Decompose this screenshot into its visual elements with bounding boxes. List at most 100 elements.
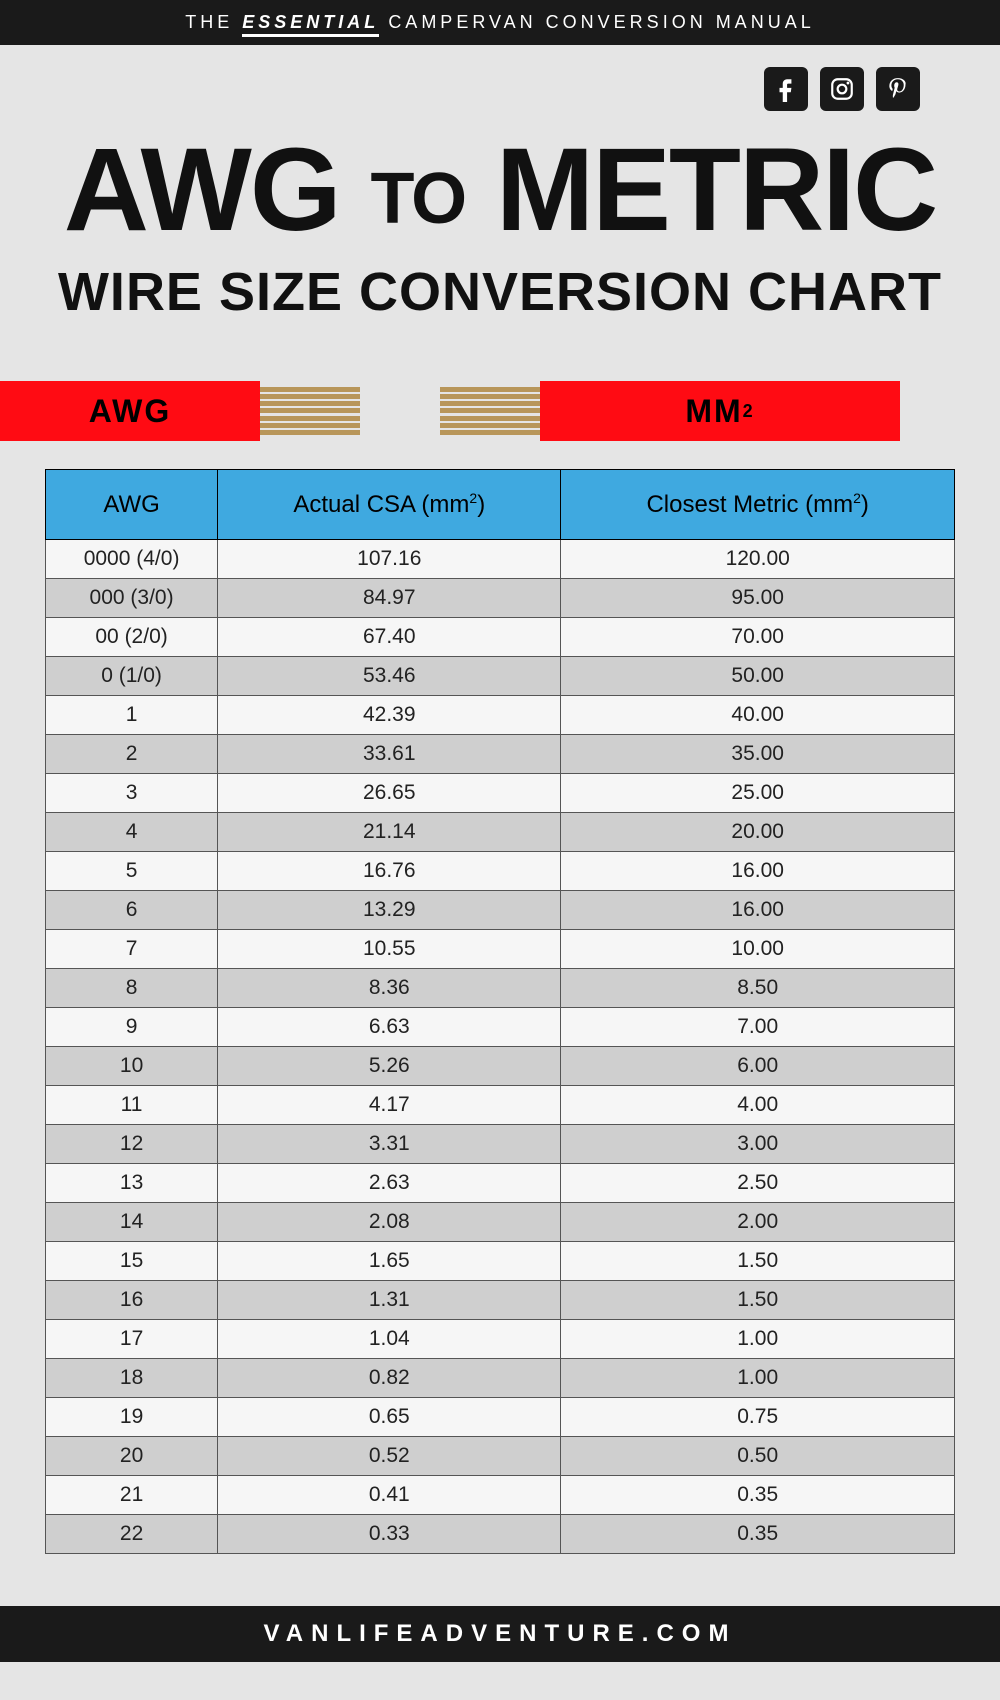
table-cell: 50.00 [561,657,955,696]
table-cell: 20.00 [561,813,955,852]
table-row: 220.330.35 [46,1515,955,1554]
table-cell: 16 [46,1281,218,1320]
table-cell: 11 [46,1086,218,1125]
pinterest-icon[interactable] [876,67,920,111]
table-cell: 7.00 [561,1008,955,1047]
table-row: 114.174.00 [46,1086,955,1125]
table-cell: 16.00 [561,891,955,930]
table-row: 00 (2/0)67.4070.00 [46,618,955,657]
conversion-table-wrap: AWGActual CSA (mm2)Closest Metric (mm2) … [0,469,1000,1554]
instagram-icon[interactable] [820,67,864,111]
table-row: 613.2916.00 [46,891,955,930]
table-cell: 0.75 [561,1398,955,1437]
table-cell: 1.04 [218,1320,561,1359]
table-cell: 0.65 [218,1398,561,1437]
table-cell: 20 [46,1437,218,1476]
wire-left-strands [260,381,360,441]
table-row: 0000 (4/0)107.16120.00 [46,540,955,579]
table-cell: 19 [46,1398,218,1437]
table-cell: 14 [46,1203,218,1242]
wire-right-label: MM2 [540,381,900,441]
table-header-row: AWGActual CSA (mm2)Closest Metric (mm2) [46,470,955,540]
table-cell: 18 [46,1359,218,1398]
table-cell: 107.16 [218,540,561,579]
table-cell: 8.36 [218,969,561,1008]
table-cell: 6.00 [561,1047,955,1086]
table-cell: 2 [46,735,218,774]
table-cell: 1.50 [561,1242,955,1281]
table-cell: 6.63 [218,1008,561,1047]
table-cell: 8 [46,969,218,1008]
table-row: 151.651.50 [46,1242,955,1281]
table-cell: 40.00 [561,696,955,735]
wire-right-sup: 2 [743,401,755,422]
wire-right-strands [440,381,540,441]
table-cell: 0.52 [218,1437,561,1476]
table-cell: 1.50 [561,1281,955,1320]
table-row: 0 (1/0)53.4650.00 [46,657,955,696]
wire-gap [360,381,440,441]
table-cell: 3.31 [218,1125,561,1164]
table-cell: 0.33 [218,1515,561,1554]
top-essential: ESSENTIAL [242,12,379,37]
table-cell: 33.61 [218,735,561,774]
table-cell: 35.00 [561,735,955,774]
table-cell: 1.65 [218,1242,561,1281]
table-cell: 13.29 [218,891,561,930]
table-row: 233.6135.00 [46,735,955,774]
table-cell: 16.00 [561,852,955,891]
table-cell: 2.63 [218,1164,561,1203]
wire-left-label: AWG [0,381,260,441]
table-cell: 42.39 [218,696,561,735]
table-row: 000 (3/0)84.9795.00 [46,579,955,618]
table-row: 132.632.50 [46,1164,955,1203]
table-cell: 0.35 [561,1515,955,1554]
table-body: 0000 (4/0)107.16120.00000 (3/0)84.9795.0… [46,540,955,1554]
table-cell: 1.00 [561,1320,955,1359]
table-row: 326.6525.00 [46,774,955,813]
facebook-icon[interactable] [764,67,808,111]
table-header-cell: Actual CSA (mm2) [218,470,561,540]
table-cell: 70.00 [561,618,955,657]
top-suffix: CAMPERVAN CONVERSION MANUAL [388,12,814,32]
social-links [0,45,1000,111]
table-cell: 16.76 [218,852,561,891]
table-row: 142.3940.00 [46,696,955,735]
table-row: 123.313.00 [46,1125,955,1164]
table-row: 171.041.00 [46,1320,955,1359]
table-row: 161.311.50 [46,1281,955,1320]
table-cell: 84.97 [218,579,561,618]
table-row: 200.520.50 [46,1437,955,1476]
top-prefix: THE [185,12,233,32]
title-block: AWG TO METRIC WIRE SIZE CONVERSION CHART [0,111,1000,363]
table-cell: 5 [46,852,218,891]
table-cell: 2.50 [561,1164,955,1203]
table-row: 180.821.00 [46,1359,955,1398]
table-header-cell: AWG [46,470,218,540]
table-cell: 26.65 [218,774,561,813]
table-cell: 4 [46,813,218,852]
table-row: 516.7616.00 [46,852,955,891]
table-cell: 22 [46,1515,218,1554]
table-cell: 5.26 [218,1047,561,1086]
table-cell: 12 [46,1125,218,1164]
table-cell: 17 [46,1320,218,1359]
conversion-table: AWGActual CSA (mm2)Closest Metric (mm2) … [45,469,955,1554]
top-bar: THE ESSENTIAL CAMPERVAN CONVERSION MANUA… [0,0,1000,45]
table-cell: 53.46 [218,657,561,696]
table-cell: 9 [46,1008,218,1047]
table-row: 105.266.00 [46,1047,955,1086]
table-cell: 0.35 [561,1476,955,1515]
table-cell: 0 (1/0) [46,657,218,696]
table-cell: 4.17 [218,1086,561,1125]
table-cell: 10.55 [218,930,561,969]
table-row: 421.1420.00 [46,813,955,852]
table-cell: 3 [46,774,218,813]
table-row: 710.5510.00 [46,930,955,969]
table-cell: 3.00 [561,1125,955,1164]
footer-bar: VANLIFEADVENTURE.COM [0,1606,1000,1662]
title-word1: AWG [64,124,340,256]
table-cell: 0000 (4/0) [46,540,218,579]
table-cell: 120.00 [561,540,955,579]
table-cell: 13 [46,1164,218,1203]
